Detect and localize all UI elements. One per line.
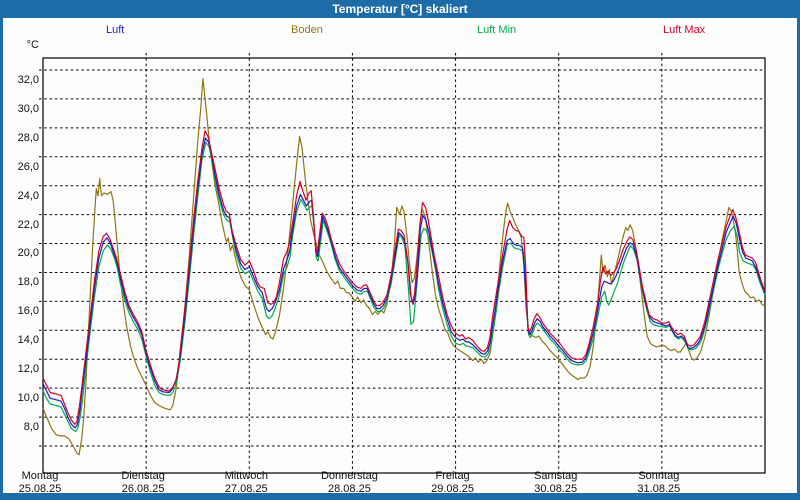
y-tick-label: 12,0 (17, 363, 39, 376)
y-tick-label: 24,0 (17, 189, 39, 202)
legend-item-luft: Luft (106, 24, 125, 36)
x-date-label: 31.08.25 (637, 483, 681, 495)
y-tick-label: 22,0 (17, 218, 39, 231)
x-day-label: Montag (21, 470, 59, 482)
y-axis-unit-label: °C (26, 39, 39, 51)
series-line-luft (42, 137, 766, 429)
y-tick-label: 16,0 (17, 305, 39, 318)
y-tick-label: 30,0 (17, 102, 39, 115)
y-tick-label: 32,0 (17, 73, 39, 86)
legend-item-luft-min: Luft Min (477, 24, 517, 36)
y-tick-label: 14,0 (17, 334, 39, 347)
y-tick-label: 26,0 (17, 160, 39, 173)
y-tick-label: 18,0 (17, 276, 39, 289)
x-date-label: 26.08.25 (121, 483, 165, 495)
x-day-label: Dienstag (121, 470, 165, 482)
chart-panel: Luft Boden Luft Min Luft Max °C 32,0 30,0 28,… (3, 18, 797, 495)
x-date-label: 25.08.25 (18, 483, 62, 495)
x-day-label: Mittwoch (224, 470, 268, 482)
x-day-label: Freitag (435, 470, 470, 482)
series-line-boden (42, 78, 766, 456)
plot-border (42, 57, 766, 474)
legend-item-boden: Boden (291, 24, 323, 36)
series-line-luft-max (42, 130, 766, 425)
window-titlebar: Temperatur [°C] skaliert (0, 0, 800, 18)
y-tick-label: 10,0 (17, 392, 39, 405)
y-tick-label: 20,0 (17, 247, 39, 260)
x-day-label: Donnerstag (320, 470, 378, 482)
x-day-label: Samstag (533, 470, 578, 482)
y-tick-label: 28,0 (17, 131, 39, 144)
x-date-label: 28.08.25 (328, 483, 371, 495)
x-date-label: 27.08.25 (224, 483, 268, 495)
window-title: Temperatur [°C] skaliert (332, 2, 468, 16)
legend-item-luft-max: Luft Max (663, 24, 706, 36)
x-day-label: Sonntag (638, 470, 680, 482)
x-date-label: 30.08.25 (534, 483, 578, 495)
temperature-chart (39, 53, 766, 478)
y-tick-label: 8,0 (23, 420, 39, 433)
x-date-label: 29.08.25 (431, 483, 474, 495)
